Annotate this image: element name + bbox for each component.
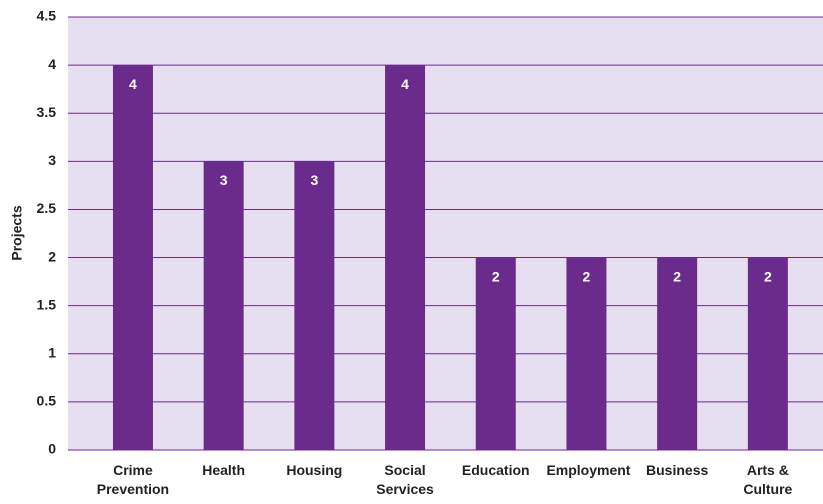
data-label: 2 <box>764 268 772 284</box>
plot-area <box>68 17 823 450</box>
y-tick-label: 4 <box>48 56 56 72</box>
y-tick-label: 2.5 <box>37 200 57 216</box>
y-tick-label: 0 <box>48 441 56 457</box>
data-label: 2 <box>673 268 681 284</box>
bar <box>747 257 788 450</box>
y-tick-label: 3.5 <box>37 104 57 120</box>
x-tick-label: Education <box>461 462 530 478</box>
y-axis-title: Projects <box>9 205 25 260</box>
data-label: 4 <box>129 76 137 92</box>
x-tick-label: Health <box>202 462 246 478</box>
bar <box>203 161 244 451</box>
data-label: 4 <box>401 76 409 92</box>
y-tick-label: 1.5 <box>37 296 57 312</box>
y-tick-label: 1 <box>48 344 56 360</box>
data-label: 2 <box>492 268 500 284</box>
bar <box>657 257 698 450</box>
bar <box>385 65 426 450</box>
x-tick-label: Housing <box>286 462 343 478</box>
y-tick-label: 2 <box>48 248 56 264</box>
bar <box>112 65 153 450</box>
y-tick-label: 0.5 <box>37 393 57 409</box>
data-label: 3 <box>310 172 318 188</box>
x-tick-label: Crime Prevention <box>96 462 170 497</box>
bar <box>294 161 335 451</box>
data-label: 3 <box>220 172 228 188</box>
bar <box>475 257 516 450</box>
x-tick-label: Business <box>646 462 709 478</box>
x-tick-label: Social Services <box>376 462 434 497</box>
bar <box>566 257 607 450</box>
data-label: 2 <box>583 268 591 284</box>
y-tick-label: 3 <box>48 152 56 168</box>
x-tick-label: Employment <box>546 462 631 478</box>
y-tick-label: 4.5 <box>37 8 57 24</box>
x-tick-label: Arts & Culture <box>743 462 793 497</box>
